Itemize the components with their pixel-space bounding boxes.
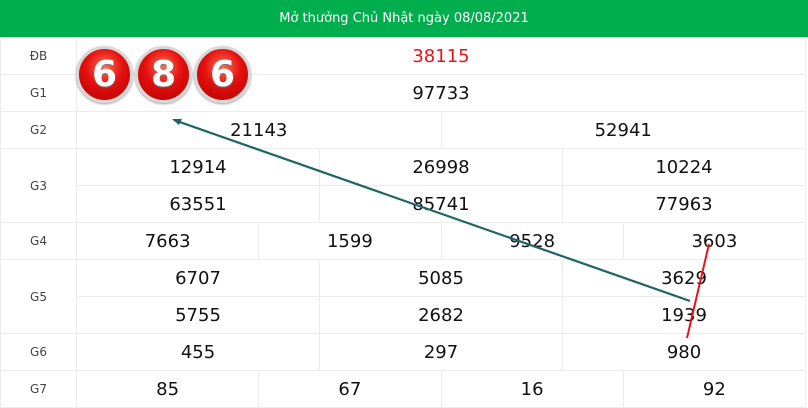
prize-g3: 12914 (76, 148, 320, 186)
label-g6: G6 (0, 333, 77, 371)
row-g3b: 63551 85741 77963 (1, 185, 806, 223)
row-g6: G6 455 297 980 (0, 333, 806, 371)
prize-g5: 3629 (562, 259, 806, 297)
label-g7: G7 (0, 370, 77, 408)
label-g2: G2 (0, 111, 77, 149)
prize-g4: 7663 (75, 222, 260, 260)
label-g4: G4 (0, 222, 77, 260)
row-g5: G5 6707 5085 3629 (0, 259, 806, 334)
ball-icon: 6 (76, 46, 133, 103)
prize-g3: 10224 (562, 148, 806, 186)
lucky-number-balls: 6 8 6 (76, 46, 251, 103)
prize-g4: 9528 (440, 222, 624, 260)
prize-g3: 63551 (76, 185, 320, 223)
prize-g2: 21143 (76, 111, 442, 149)
results-header: Mở thưởng Chủ Nhật ngày 08/08/2021 (0, 0, 808, 37)
ball-icon: 6 (194, 46, 251, 103)
prize-g3: 85741 (319, 185, 563, 223)
prize-g5: 1939 (562, 296, 806, 334)
label-g5: G5 (0, 259, 77, 334)
label-db: ĐB (0, 37, 77, 75)
row-g5b: 5755 2682 1939 (1, 296, 806, 334)
prize-g7: 16 (440, 370, 624, 408)
row-g3: G3 12914 26998 10224 (0, 148, 806, 223)
ball-icon: 8 (135, 46, 192, 103)
prize-g6: 980 (562, 333, 806, 371)
label-g3: G3 (0, 148, 77, 223)
label-g1: G1 (0, 74, 77, 112)
row-g4: G4 7663 1599 9528 3603 (0, 222, 807, 260)
prize-g7: 67 (258, 370, 442, 408)
prize-g6: 297 (319, 333, 563, 371)
prize-g7: 85 (75, 370, 260, 408)
prize-g3: 26998 (319, 148, 563, 186)
prize-g4: 3603 (622, 222, 807, 260)
prize-g5: 2682 (319, 296, 563, 334)
row-g2: G2 21143 52941 (0, 111, 806, 149)
prize-g3: 77963 (562, 185, 806, 223)
prize-g6: 455 (76, 333, 320, 371)
prize-g7: 92 (622, 370, 807, 408)
prize-g2: 52941 (440, 111, 806, 149)
prize-g4: 1599 (258, 222, 442, 260)
prize-g5: 5755 (76, 296, 320, 334)
prize-g5: 6707 (76, 259, 320, 297)
row-g7: G7 85 67 16 92 (0, 370, 807, 408)
prize-g5: 5085 (319, 259, 563, 297)
